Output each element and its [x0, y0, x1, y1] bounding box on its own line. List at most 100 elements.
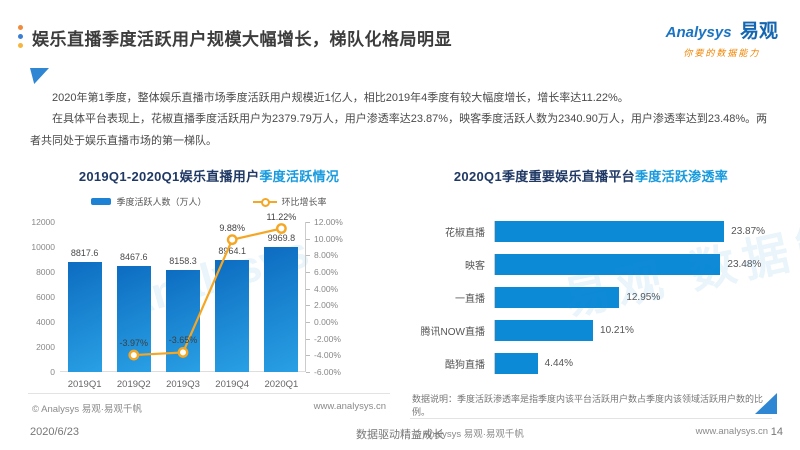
hbar-row-酷狗直播: 酷狗直播 4.44% [410, 353, 772, 374]
y-axis-right-tick: -6.00% [314, 367, 341, 377]
hbar-category-label: 一直播 [455, 294, 485, 305]
intro-paragraph-2: 在具体平台表现上，花椒直播季度活跃用户为2379.79万人，用户渗透率达23.8… [30, 113, 768, 147]
hbar-bar [495, 320, 594, 341]
legend-bar-label: 季度活跃人数（万人） [116, 197, 207, 207]
hbar-track: 23.87% [494, 221, 772, 242]
hbar-chart-title-main: 2020Q1季度重要娱乐直播平台 [453, 169, 635, 184]
x-axis-label: 2020Q1 [264, 379, 299, 390]
y-axis-right-tick-mark [306, 288, 310, 290]
y-axis-right-tick: -2.00% [314, 333, 341, 344]
bar-value-label: 8467.6 [120, 252, 148, 263]
legend-item-bars: 季度活跃人数（万人） [91, 195, 207, 208]
x-axis-label: 2019Q1 [67, 379, 102, 390]
y-axis-right-tick-mark [306, 255, 310, 257]
bar-value-label: 8817.6 [70, 247, 99, 258]
bar-value-label: 8964.1 [218, 245, 246, 256]
bar-2019Q1 [67, 261, 102, 372]
y-axis-right-tick-mark [306, 272, 310, 273]
legend-line-swatch-icon [252, 197, 277, 207]
hbar-value-label: 4.44% [544, 358, 573, 369]
hbar-track: 10.21% [494, 320, 772, 341]
analysys-logo: Analysys 易观 你要的数据能力 [666, 16, 784, 59]
page-title: 娱乐直播季度活跃用户规模大幅增长，梯队化格局明显 [32, 30, 452, 49]
y-axis-right-tick: -4.00% [314, 350, 341, 361]
growth-value-label: 11.22% [266, 211, 297, 222]
y-axis-right-tick: 12.00% [314, 217, 343, 227]
y-axis-left-tick: 4000 [36, 317, 55, 327]
x-axis-label: 2019Q4 [215, 379, 250, 390]
hbar-bar [495, 254, 721, 275]
url-right: www.analysys.cn [695, 426, 768, 437]
hbar-category-label: 腾讯NOW直播 [420, 327, 485, 338]
hbar-chart-footer: © Analysys 易观·易观千帆 www.analysys.cn [410, 418, 772, 440]
x-axis-label: 2019Q3 [166, 379, 200, 390]
hbar-chart-plot: 花椒直播 23.87% 映客 23.48% 一直播 12.95% 腾讯NOW直播 10.21%… [410, 221, 772, 386]
y-axis-right-tick: 10.00% [314, 233, 343, 244]
legend-bar-swatch-icon [91, 198, 112, 205]
slide-header: 娱乐直播季度活跃用户规模大幅增长，梯队化格局明显 Analysys 易观 你要的… [16, 16, 784, 59]
y-axis-right-tick: 6.00% [314, 267, 339, 277]
y-axis-right-tick: 0.00% [314, 317, 339, 327]
y-axis-right-tick-mark [306, 322, 310, 323]
intro-paragraph-1: 2020年第1季度，整体娱乐直播市场季度活跃用户规模近1亿人，相比2019年4季… [52, 92, 629, 104]
y-axis-right-tick: 4.00% [314, 283, 339, 294]
y-axis-right-tick-mark [306, 305, 310, 307]
y-axis-right-tick-mark [306, 338, 310, 340]
triangle-decor-icon [30, 68, 49, 84]
hbar-row-一直播: 一直播 12.95% [410, 287, 772, 308]
y-axis-right-tick-mark [306, 238, 310, 240]
hbar-category-label: 映客 [465, 261, 485, 272]
logo-wordmark-en: Analysys [665, 24, 732, 41]
hbar-track: 12.95% [494, 287, 772, 308]
hbar-bar [495, 221, 725, 242]
combo-chart-plot: 0 2000 4000 6000 8000 10000 12000 8817.6 2019Q1 8… [28, 212, 390, 392]
legend-item-line: 环比增长率 [252, 195, 327, 208]
footer-slogan: 数据驱动精益成长 [356, 429, 444, 441]
hbar-row-映客: 映客 23.48% [410, 254, 772, 275]
hbar-category-label: 花椒直播 [445, 228, 485, 239]
y-axis-left-tick: 10000 [31, 242, 55, 252]
hbar-row-花椒直播: 花椒直播 23.87% [410, 221, 772, 242]
x-axis-label: 2019Q2 [116, 379, 151, 390]
y-axis-right-tick: 2.00% [314, 300, 339, 311]
hbar-value-label: 12.95% [626, 292, 661, 303]
combo-chart-footer: © Analysys 易观·易观千帆 www.analysys.cn [28, 393, 390, 415]
charts-row: Analysys 2019Q1-2020Q1娱乐直播用户季度活跃情况 季度活跃人… [28, 158, 800, 440]
combo-chart-panel: Analysys 2019Q1-2020Q1娱乐直播用户季度活跃情况 季度活跃人… [28, 158, 390, 415]
hbar-chart-title-highlight: 季度活跃渗透率 [634, 169, 729, 184]
combo-chart-title-highlight: 季度活跃情况 [259, 169, 340, 184]
hbar-row-腾讯NOW直播: 腾讯NOW直播 10.21% [410, 320, 772, 341]
bullet-dot-yellow [18, 43, 23, 48]
growth-value-label: -3.97% [119, 338, 149, 349]
hbar-track: 4.44% [494, 353, 772, 374]
growth-value-label: 9.88% [219, 222, 245, 233]
page-footer: 2020/6/23 数据驱动精益成长 14 [0, 426, 800, 442]
bar-2019Q4 [215, 259, 250, 372]
hbar-value-label: 10.21% [600, 325, 634, 336]
y-axis-left-tick: 0 [50, 367, 55, 377]
legend-line-label: 环比增长率 [281, 197, 327, 207]
hbar-category-label: 酷狗直播 [445, 360, 485, 371]
data-note: 数据说明：季度活跃渗透率是指季度内该平台活跃用户数占季度内该领域活跃用户数的比例… [412, 394, 764, 417]
hbar-value-label: 23.87% [731, 226, 766, 237]
url-left: www.analysys.cn [313, 401, 386, 412]
copyright-left: © Analysys 易观·易观千帆 [32, 404, 142, 415]
page-number: 14 [770, 426, 783, 438]
y-axis-left-tick: 12000 [31, 217, 55, 227]
copyright-right: © Analysys 易观·易观千帆 [414, 429, 524, 440]
y-axis-left: 0 2000 4000 6000 8000 10000 12000 [28, 217, 60, 377]
hbar-chart-title: 2020Q1季度重要娱乐直播平台季度活跃渗透率 [410, 166, 772, 185]
logo-wordmark-cn: 易观 [739, 21, 778, 42]
bullet-dot-blue [18, 34, 23, 39]
y-axis-right-tick: 8.00% [314, 250, 339, 261]
bar-value-label: 9969.8 [267, 233, 296, 244]
bar-2020Q1 [264, 247, 299, 372]
y-axis-right-tick-mark [306, 355, 310, 357]
hbar-chart-panel: 易观 数据能力 2020Q1季度重要娱乐直播平台季度活跃渗透率 花椒直播23.8… [410, 158, 800, 440]
y-axis-left-tick: 6000 [36, 292, 55, 302]
logo-tagline: 你要的数据能力 [683, 48, 761, 58]
growth-line [128, 223, 287, 361]
intro-summary: 2020年第1季度，整体娱乐直播市场季度活跃用户规模近1亿人，相比2019年4季… [30, 68, 770, 152]
plot-area: 8817.6 2019Q1 8467.6 2019Q2 8158.3 2019Q3 8964… [60, 212, 306, 392]
